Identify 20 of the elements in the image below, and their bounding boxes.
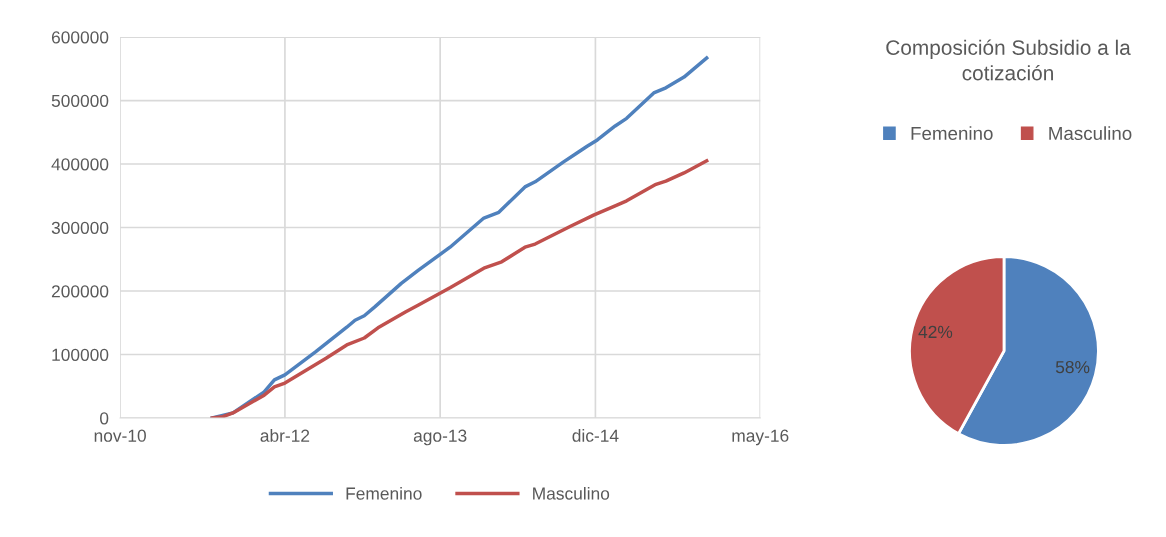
line-series (210, 159, 709, 418)
y-tick-label: 300000 (51, 221, 109, 234)
legend-label: Femenino (911, 126, 993, 141)
legend-label: Masculino (1049, 126, 1132, 141)
chart-title: Composición Subsidio a la cotización (886, 39, 1131, 81)
data-label: 58% (1055, 360, 1090, 374)
x-tick-label: ago-13 (413, 429, 467, 446)
y-tick-label: 0 (100, 412, 109, 425)
x-tick-label: dic-14 (572, 429, 619, 442)
legend-label: Masculino (533, 486, 610, 500)
y-tick-label: 500000 (51, 94, 109, 108)
y-tick-label: 100000 (52, 348, 109, 361)
y-tick-label: 400000 (51, 158, 109, 171)
x-tick-label: nov-10 (94, 429, 146, 442)
x-tick-label: abr-12 (260, 429, 310, 442)
x-tick-label: may-16 (732, 429, 789, 446)
y-tick-label: 200000 (51, 285, 109, 298)
y-tick-label: 600000 (51, 31, 109, 44)
data-label: 42% (918, 325, 953, 338)
legend-label: Femenino (346, 486, 422, 500)
